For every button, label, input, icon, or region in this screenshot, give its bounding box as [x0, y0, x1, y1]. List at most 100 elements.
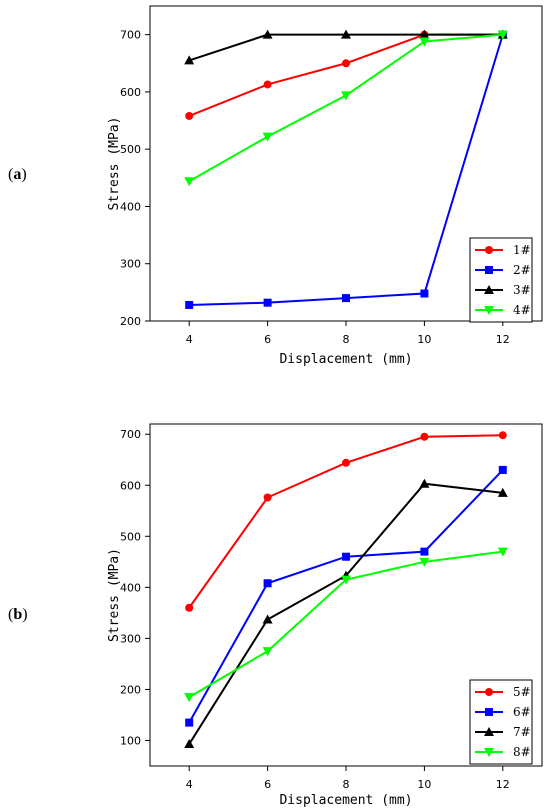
data-point [420, 547, 429, 556]
series-1# [185, 30, 507, 120]
data-point [185, 111, 194, 120]
x-tick-label: 10 [417, 333, 431, 346]
y-tick-label: 400 [120, 200, 141, 213]
data-point [262, 614, 273, 624]
chart-b: 4 6 8 10 12 100 200 300 400 500 600 700 Displacement… [107, 423, 543, 808]
y-tick-label: 200 [120, 315, 141, 328]
legend-swatch-marker [485, 688, 493, 696]
legend-swatch-marker [484, 306, 494, 315]
y-tick-label: 700 [120, 29, 141, 42]
data-point [185, 300, 194, 309]
data-point [262, 132, 273, 142]
series-line [188, 33, 503, 183]
series-5# [185, 431, 507, 612]
data-point [419, 29, 430, 39]
series-3# [184, 29, 508, 65]
x-tick-label: 4 [186, 778, 193, 791]
series-line [189, 34, 504, 306]
y-tick-label: 700 [120, 428, 141, 441]
data-point [341, 91, 351, 101]
data-point [341, 29, 351, 39]
data-point [185, 718, 194, 727]
data-point [420, 289, 429, 298]
data-point [263, 80, 272, 89]
x-tick-label: 8 [343, 778, 350, 791]
legend-label: 7# [513, 725, 531, 739]
legend-label: 5# [513, 685, 531, 699]
series-line [188, 469, 504, 724]
data-point [184, 55, 195, 65]
panel-label-b: (b) [8, 606, 28, 623]
series-4# [184, 30, 508, 187]
data-point [497, 487, 508, 497]
legend-label: 4# [513, 303, 531, 317]
legend: 5# 6# 7# 8# [469, 679, 533, 765]
series-7# [184, 478, 508, 749]
y-tick-label: 500 [120, 530, 141, 543]
data-point [263, 298, 272, 307]
series-6# [185, 465, 507, 727]
panel-label-a: (a) [8, 166, 27, 183]
data-point [184, 177, 195, 187]
legend-label: 3# [513, 283, 531, 297]
data-point [342, 59, 350, 68]
data-point [263, 579, 272, 588]
x-tick-label: 12 [496, 333, 510, 346]
y-tick-label: 600 [120, 86, 141, 99]
data-point [262, 647, 273, 657]
data-point [497, 547, 508, 557]
y-axis-title: Stress (MPa) [107, 548, 122, 642]
y-tick-label: 300 [120, 258, 141, 271]
data-point [420, 432, 429, 441]
data-point [419, 478, 430, 488]
data-point [184, 693, 195, 703]
x-tick-label: 12 [496, 778, 510, 791]
data-point [342, 458, 350, 467]
legend-swatch-marker [484, 727, 494, 736]
x-tick-label: 4 [186, 333, 193, 346]
data-point [262, 29, 273, 39]
legend-swatch-marker [485, 246, 493, 254]
legend-swatch-marker [484, 748, 494, 757]
y-tick-label: 200 [120, 683, 141, 696]
series-line [188, 33, 503, 117]
series-line [188, 482, 503, 745]
legend-label: 2# [513, 263, 531, 277]
data-point [263, 493, 272, 502]
x-axis-title: Displacement (mm) [279, 352, 412, 367]
data-point [498, 431, 507, 440]
x-tick-label: 6 [264, 778, 271, 791]
data-point [184, 739, 195, 749]
legend-swatch-marker [484, 285, 494, 294]
legend-box [469, 237, 533, 323]
x-tick-label: 10 [417, 778, 431, 791]
data-point [185, 603, 194, 612]
data-point [342, 552, 350, 561]
legend: 1# 2# 3# 4# [469, 237, 533, 323]
y-tick-label: 400 [120, 581, 141, 594]
legend-swatch-marker [485, 708, 493, 716]
series-8# [184, 547, 508, 703]
y-axis-title: Stress (MPa) [107, 117, 122, 211]
series-2# [185, 30, 507, 309]
y-tick-label: 100 [120, 734, 141, 747]
legend-box [469, 679, 533, 765]
data-point [342, 294, 350, 303]
chart-a: 4 6 8 10 12 200 300 400 500 600 700 Displacement (m… [107, 5, 543, 367]
data-point [341, 575, 351, 585]
legend-label: 6# [513, 705, 531, 719]
x-tick-label: 8 [343, 333, 350, 346]
data-point [498, 465, 507, 474]
legend-swatch-marker [485, 266, 493, 274]
data-point [419, 557, 430, 567]
legend-label: 1# [513, 243, 531, 257]
y-tick-label: 300 [120, 632, 141, 645]
y-tick-label: 600 [120, 479, 141, 492]
data-point [497, 30, 508, 40]
data-point [419, 37, 430, 47]
x-tick-label: 6 [264, 333, 271, 346]
y-tick-label: 500 [120, 143, 141, 156]
x-axis-title: Displacement (mm) [279, 793, 412, 808]
legend-label: 8# [513, 745, 531, 759]
